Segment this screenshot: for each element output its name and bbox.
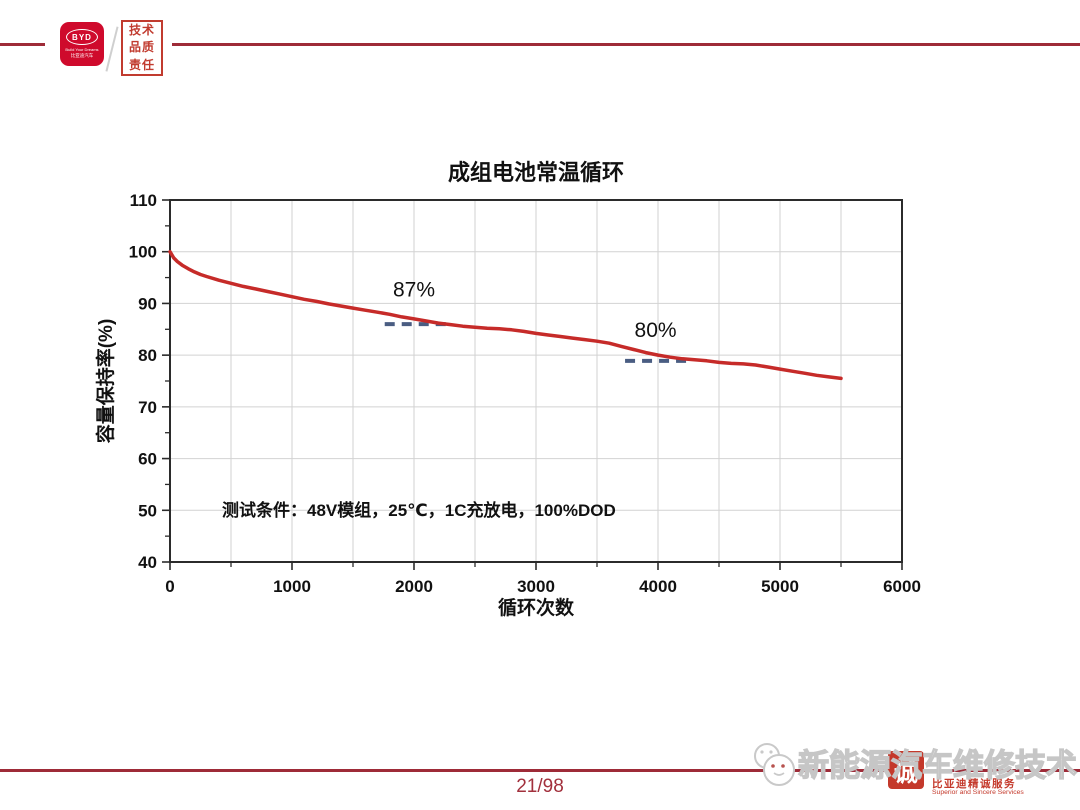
byd-logo-text: BYD [72, 32, 92, 42]
footer-rule [0, 769, 1080, 772]
x-tick-label: 5000 [761, 577, 799, 596]
x-tick-label: 6000 [883, 577, 921, 596]
y-axis-label: 容量保持率(%) [94, 319, 117, 444]
annotation-label: 87% [393, 279, 435, 302]
watermark-text: 新能源汽车维修技术 [797, 747, 1077, 783]
service-seal-char: 诚 [894, 759, 918, 787]
y-tick-label: 80 [138, 346, 157, 365]
y-tick-label: 110 [130, 191, 157, 210]
watermark-mascot-icon [754, 743, 795, 786]
service-seal-cn: 比亚迪精诚服务 [932, 778, 1016, 790]
chart-title: 成组电池常温循环 [448, 160, 624, 185]
y-tick-label: 90 [138, 294, 157, 313]
stamp-line-2: 品质 [128, 40, 155, 55]
service-seal-en: Superior and Sincere Services [932, 789, 1024, 796]
stamp-line-1: 技术 [128, 23, 155, 38]
page-number: 21/98 [516, 776, 564, 797]
capacity-curve [168, 249, 843, 381]
watermark: 新能源汽车维修技术 [740, 734, 1080, 810]
y-tick-label: 70 [138, 398, 157, 417]
byd-logo: BYD Build Your Dreams 比亚迪汽车 [60, 22, 104, 66]
header-rule-right [172, 43, 1080, 46]
y-tick-label: 60 [138, 450, 157, 469]
y-tick-label: 50 [138, 501, 157, 520]
byd-logo-tagline: Build Your Dreams [65, 47, 99, 52]
service-seal-icon: 诚 [888, 751, 924, 789]
test-conditions-note: 测试条件：48V模组，25℃，1C充放电，100%DOD [222, 500, 616, 520]
byd-logo-oval: BYD [66, 29, 98, 45]
x-tick-label: 3000 [517, 577, 555, 596]
y-tick-label: 100 [129, 243, 157, 262]
byd-logo-cn: 比亚迪汽车 [70, 53, 94, 58]
x-tick-label: 0 [165, 577, 174, 596]
motto-stamp: 技术 品质 责任 [121, 20, 163, 76]
x-tick-label: 4000 [639, 577, 677, 596]
x-tick-label: 2000 [395, 577, 433, 596]
logo-divider [105, 26, 119, 72]
x-tick-label: 1000 [273, 577, 311, 596]
annotation-label: 80% [635, 319, 677, 342]
stamp-line-3: 责任 [128, 57, 155, 72]
cycle-life-chart: 40 50 60 70 80 90 100 110 0 1000 2000 3000 4000 5000 6… [94, 160, 921, 619]
x-axis-label: 循环次数 [498, 596, 575, 619]
y-tick-label: 40 [138, 553, 157, 572]
header-rule-left [0, 43, 45, 46]
